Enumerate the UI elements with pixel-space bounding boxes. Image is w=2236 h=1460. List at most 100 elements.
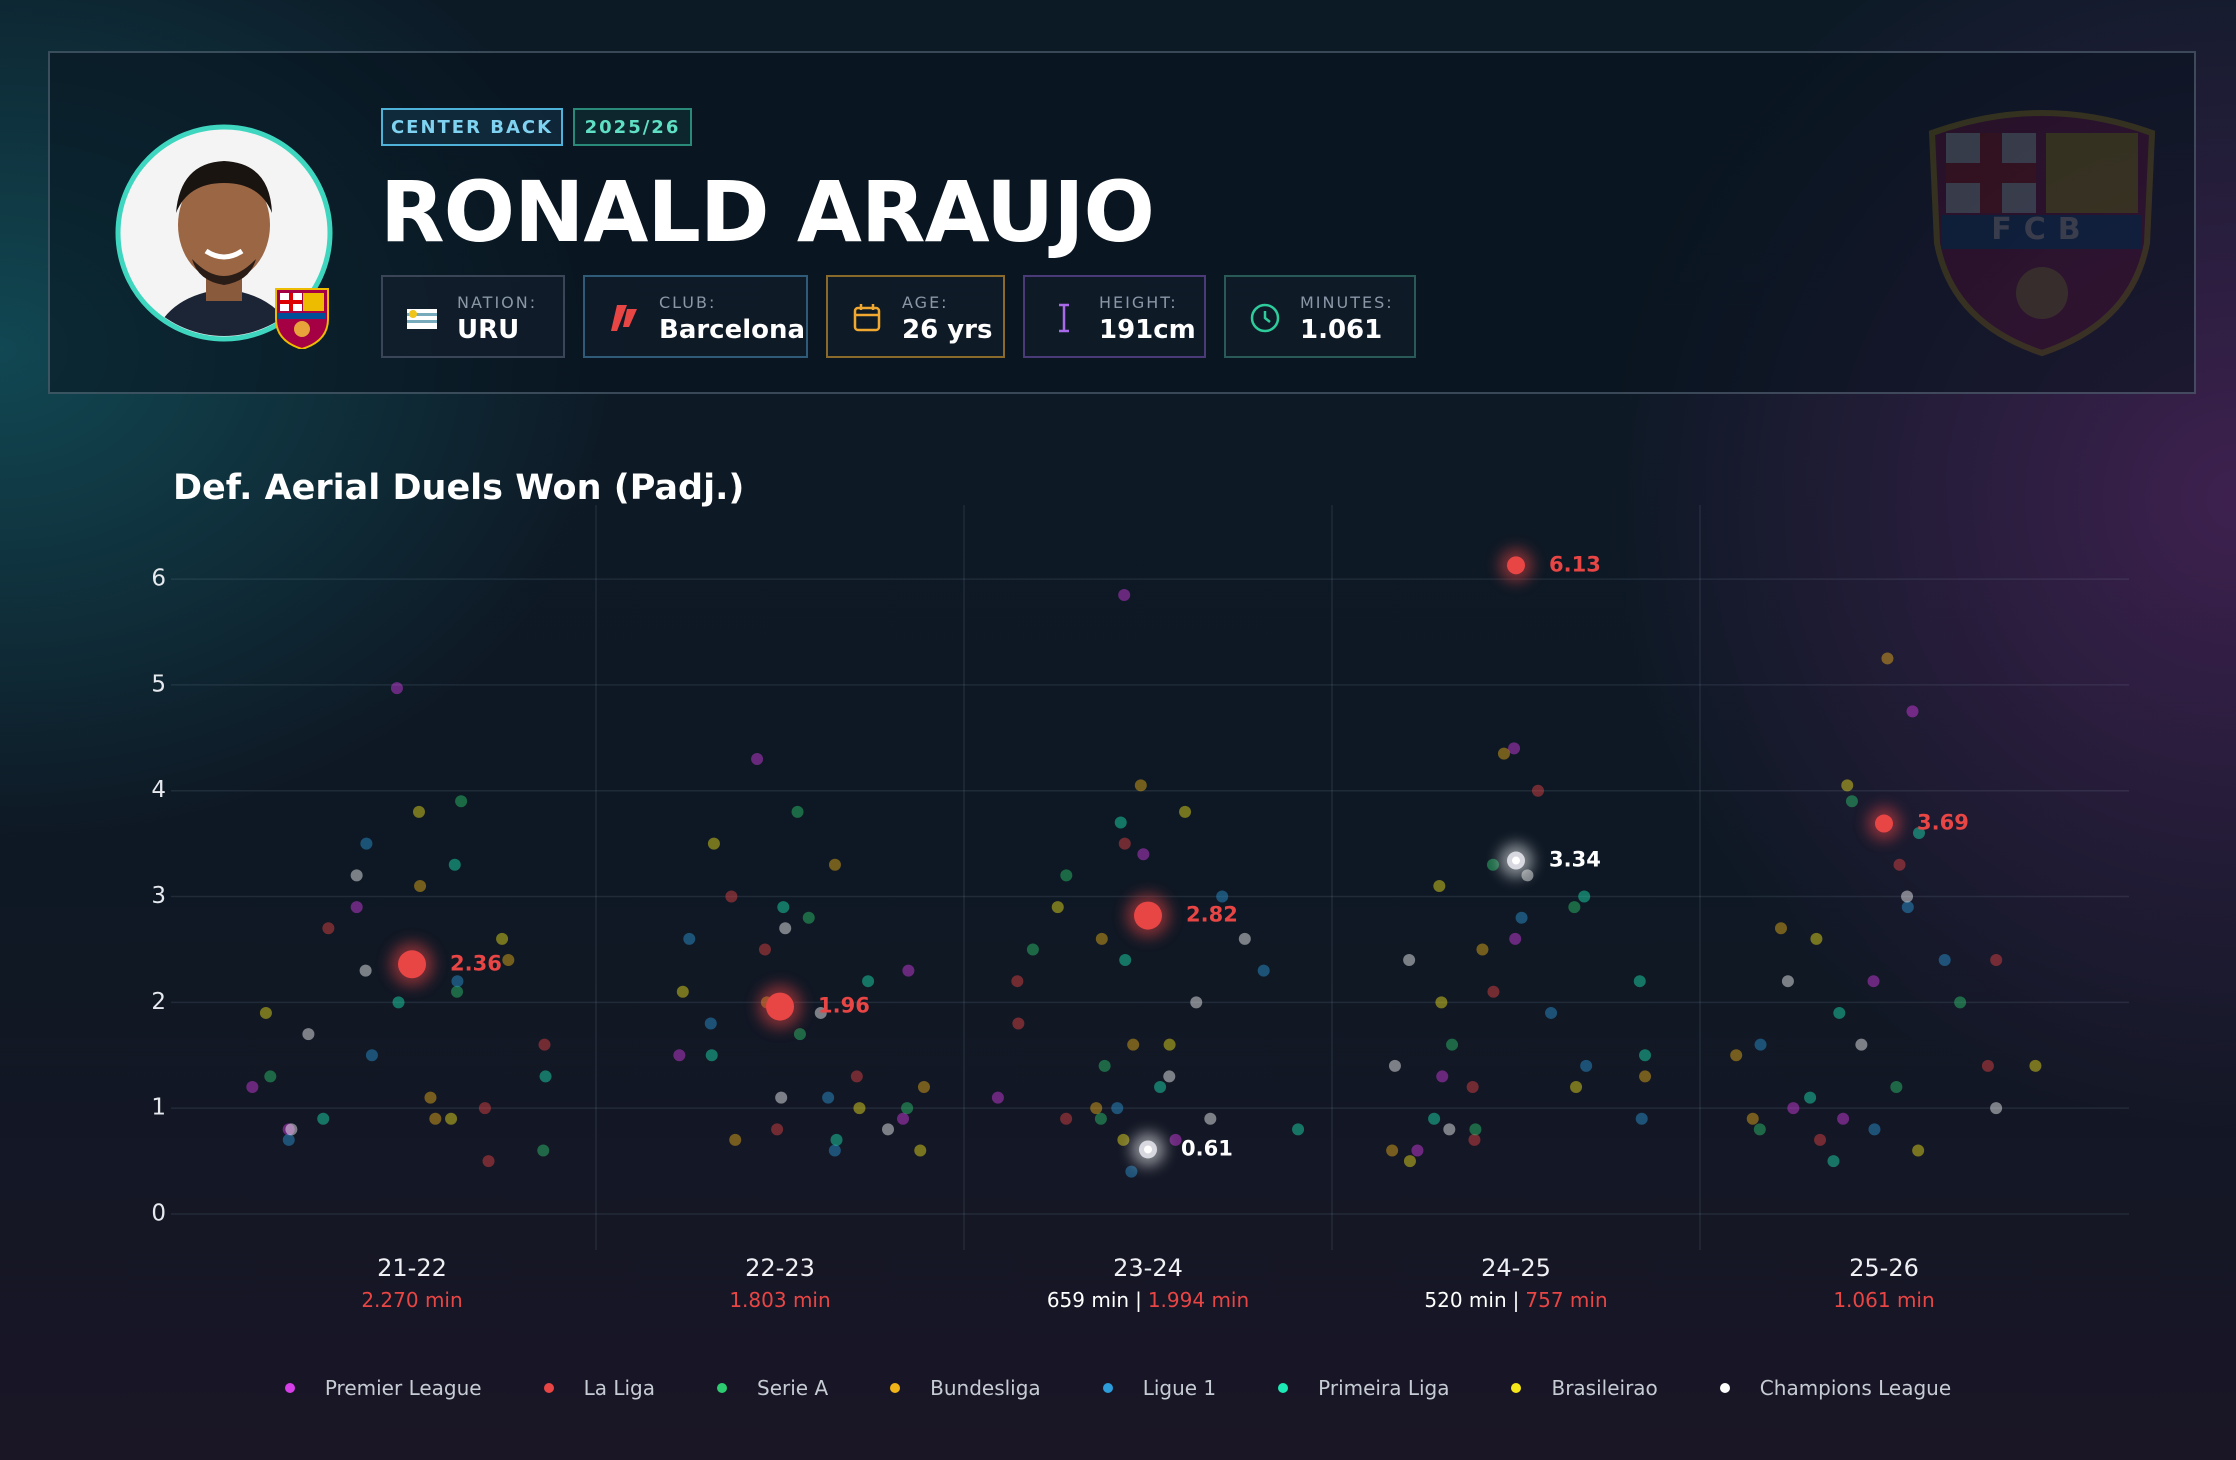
legend-label: Bundesliga: [930, 1376, 1041, 1400]
player-value-label: 3.34: [1549, 848, 1601, 872]
league-point: [360, 837, 373, 850]
y-tick-label: 6: [151, 566, 166, 592]
league-point: [1446, 1038, 1459, 1051]
league-point: [1639, 1049, 1652, 1062]
league-minutes: 2.270 min: [361, 1288, 463, 1312]
league-point: [1781, 975, 1794, 988]
league-point: [676, 985, 689, 998]
league-point: [830, 1133, 843, 1146]
league-point: [1810, 932, 1823, 945]
league-point: [1868, 1123, 1881, 1136]
league-point: [282, 1123, 295, 1136]
league-point: [1090, 1102, 1103, 1115]
league-point: [502, 954, 515, 967]
club-crest: FCB: [1928, 110, 2156, 357]
league-point: [1990, 954, 2003, 967]
league-point: [1134, 779, 1147, 792]
league-point: [365, 1049, 378, 1062]
minutes-separator: |: [1512, 1288, 1520, 1312]
background-points: [246, 588, 2042, 1178]
y-tick-label: 1: [151, 1095, 166, 1121]
league-point: [1845, 795, 1858, 808]
x-tick-label: 25-26: [1849, 1254, 1919, 1282]
league-point: [1487, 985, 1500, 998]
league-point: [1827, 1155, 1840, 1168]
league-point: [455, 795, 468, 808]
ucl-minutes: 520 min: [1424, 1288, 1507, 1312]
player-point: [1134, 901, 1162, 930]
league-point: [429, 1112, 442, 1125]
league-point: [828, 1144, 841, 1157]
league-point: [1570, 1081, 1583, 1094]
league-minutes: 757 min: [1525, 1288, 1608, 1312]
league-point: [1051, 901, 1064, 914]
league-point: [1639, 1070, 1652, 1083]
league-point: [1476, 943, 1489, 956]
league-point: [1881, 652, 1894, 665]
league-point: [1127, 1038, 1140, 1051]
ucl-minutes: 659 min: [1046, 1288, 1130, 1312]
league-point: [1754, 1038, 1767, 1051]
player-point: [1875, 814, 1893, 833]
league-point: [1204, 1112, 1217, 1125]
league-point: [777, 901, 790, 914]
minutes-label: 1.061 min: [1700, 1288, 2068, 1312]
minutes-label: 2.270 min: [228, 1288, 596, 1312]
stat-value: Barcelona: [659, 315, 806, 345]
league-point: [1403, 954, 1416, 967]
league-point: [1508, 742, 1521, 755]
league-point: [1578, 890, 1591, 903]
y-tick-label: 2: [151, 989, 166, 1015]
league-point: [917, 1081, 930, 1094]
player-point-core: [1512, 856, 1520, 865]
league-point: [802, 911, 815, 924]
league-point: [779, 922, 792, 935]
league-point: [259, 1006, 272, 1019]
league-point: [1026, 943, 1039, 956]
league-point: [1117, 1133, 1130, 1146]
legend-item: Serie A: [717, 1376, 828, 1400]
stat-age: AGE: 26 yrs: [826, 275, 1005, 358]
league-point: [1433, 879, 1446, 892]
stat-minutes: MINUTES: 1.061: [1224, 275, 1416, 358]
league-point: [317, 1112, 330, 1125]
league-point: [412, 805, 425, 818]
league-point: [1403, 1155, 1416, 1168]
legend-label: La Liga: [583, 1376, 655, 1400]
stat-value: 1.061: [1300, 315, 1383, 345]
league-point: [1938, 954, 1951, 967]
league-point: [1906, 705, 1919, 718]
legend-label: Champions League: [1759, 1376, 1952, 1400]
league-point: [1901, 901, 1914, 914]
league-point: [707, 837, 720, 850]
stat-value: URU: [457, 315, 520, 345]
legend-dot: [717, 1383, 727, 1393]
league-point: [828, 858, 841, 871]
league-point: [322, 922, 335, 935]
league-point: [751, 752, 764, 765]
league-point: [1238, 932, 1251, 945]
league-point: [424, 1091, 437, 1104]
league-point: [2029, 1059, 2042, 1072]
league-point: [482, 1155, 495, 1168]
player-value-label: 2.82: [1186, 903, 1238, 927]
legend-label: Premier League: [324, 1376, 482, 1400]
league-point: [1154, 1081, 1167, 1094]
legend-dot: [284, 1383, 295, 1393]
legend-item: Bundesliga: [890, 1376, 1041, 1400]
y-tick-label: 0: [151, 1201, 166, 1227]
player-value-label: 6.13: [1549, 552, 1601, 576]
league-minutes: 1.994 min: [1147, 1288, 1250, 1312]
league-point: [1179, 805, 1192, 818]
legend-label: Ligue 1: [1142, 1376, 1217, 1400]
minutes-label: 1.803 min: [596, 1288, 964, 1312]
league-point: [496, 932, 509, 945]
stat-value: 26 yrs: [902, 315, 993, 345]
league-point: [705, 1049, 718, 1062]
league-point: [1633, 975, 1646, 988]
player-value-label: 2.36: [450, 951, 502, 975]
league-point: [445, 1112, 458, 1125]
x-tick-label: 21-22: [377, 1254, 447, 1282]
league-point: [1893, 858, 1906, 871]
